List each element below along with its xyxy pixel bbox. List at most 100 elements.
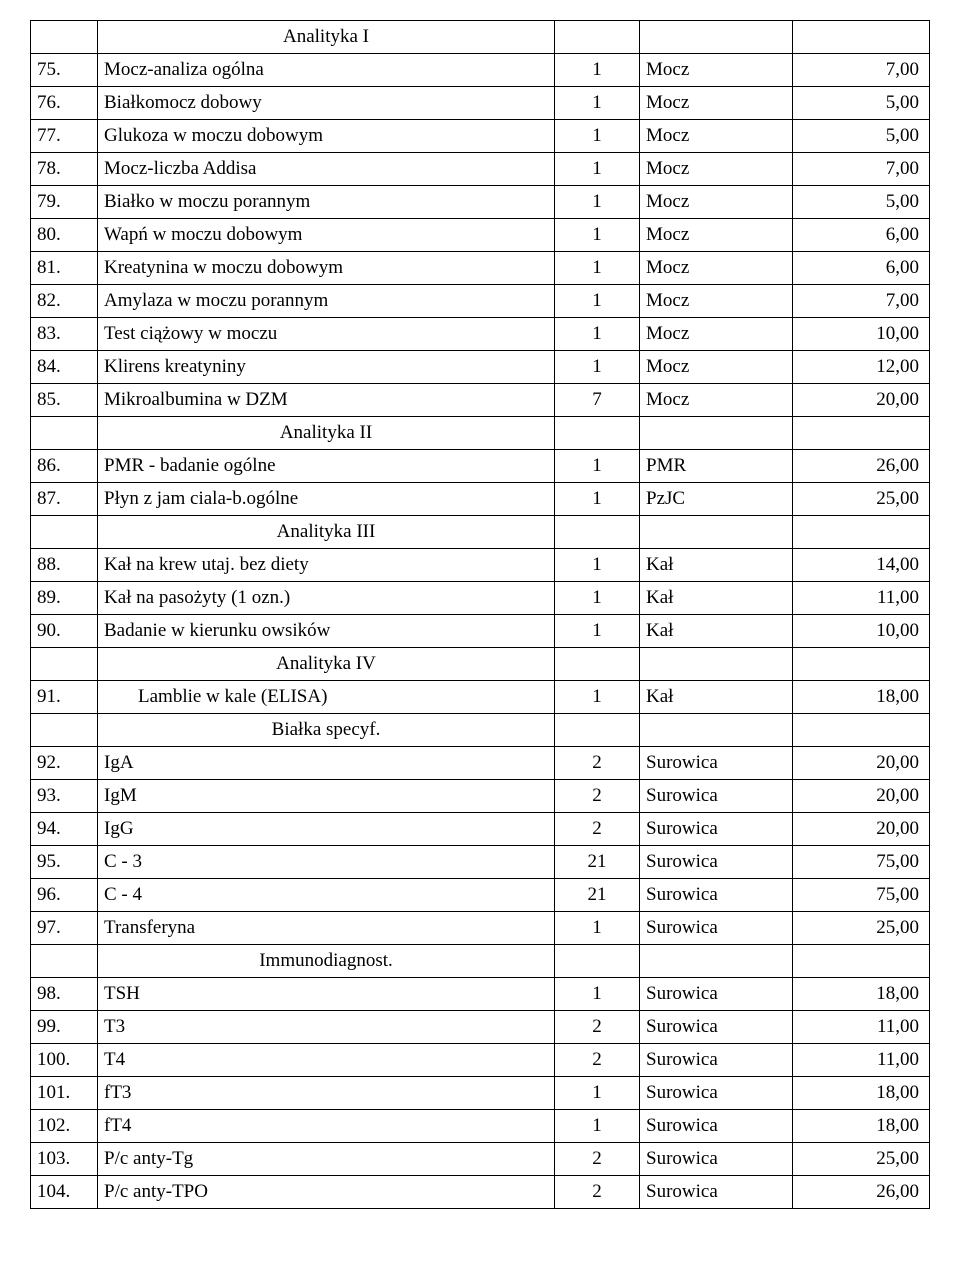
cell-name: fT3 [98,1077,555,1110]
cell-name: PMR - badanie ogólne [98,450,555,483]
cell-qty: 7 [555,384,640,417]
cell-qty: 1 [555,681,640,714]
cell-num: 90. [31,615,98,648]
table-row: 102.fT41Surowica18,00 [31,1110,930,1143]
table-row: 87.Płyn z jam ciala-b.ogólne1PzJC25,00 [31,483,930,516]
cell-price: 7,00 [793,285,930,318]
cell-name: Mocz-liczba Addisa [98,153,555,186]
cell-name: C - 4 [98,879,555,912]
cell-qty: 1 [555,87,640,120]
cell-price: 12,00 [793,351,930,384]
cell-num: 77. [31,120,98,153]
table-row: 75.Mocz-analiza ogólna1Mocz7,00 [31,54,930,87]
section-title: Białka specyf. [98,714,555,747]
table-row: 79.Białko w moczu porannym1Mocz5,00 [31,186,930,219]
cell-name: fT4 [98,1110,555,1143]
cell-num: 75. [31,54,98,87]
cell-name: Mikroalbumina w DZM [98,384,555,417]
table-row: 92.IgA2Surowica20,00 [31,747,930,780]
cell-qty: 2 [555,747,640,780]
cell-num: 92. [31,747,98,780]
cell-material: Kał [640,615,793,648]
cell-name: P/c anty-TPO [98,1176,555,1209]
cell-material: Surowica [640,879,793,912]
cell-name: Płyn z jam ciala-b.ogólne [98,483,555,516]
section-header: Analityka I [31,21,930,54]
cell-price [793,417,930,450]
table-row: 76.Białkomocz dobowy1Mocz5,00 [31,87,930,120]
cell-qty: 1 [555,978,640,1011]
cell-qty: 2 [555,1176,640,1209]
cell-qty: 2 [555,780,640,813]
cell-material: Mocz [640,186,793,219]
cell-price: 7,00 [793,153,930,186]
cell-name: Transferyna [98,912,555,945]
cell-num: 93. [31,780,98,813]
cell-price: 25,00 [793,912,930,945]
price-table: Analityka I75.Mocz-analiza ogólna1Mocz7,… [30,20,930,1209]
cell-material: Surowica [640,813,793,846]
cell-price: 20,00 [793,384,930,417]
cell-material: Surowica [640,1044,793,1077]
cell-name: Glukoza w moczu dobowym [98,120,555,153]
cell-price: 20,00 [793,780,930,813]
cell-price: 18,00 [793,681,930,714]
table-row: 97.Transferyna1Surowica25,00 [31,912,930,945]
table-row: 99.T32Surowica11,00 [31,1011,930,1044]
cell-num: 80. [31,219,98,252]
cell-material: Mocz [640,318,793,351]
cell-num: 89. [31,582,98,615]
section-title: Analityka I [98,21,555,54]
cell-num: 103. [31,1143,98,1176]
cell-num: 91. [31,681,98,714]
cell-price: 11,00 [793,1011,930,1044]
table-row: 86.PMR - badanie ogólne1PMR26,00 [31,450,930,483]
cell-price: 6,00 [793,252,930,285]
cell-material: Surowica [640,1143,793,1176]
cell-material [640,516,793,549]
cell-price: 26,00 [793,1176,930,1209]
cell-price [793,21,930,54]
cell-price: 20,00 [793,813,930,846]
section-header: Immunodiagnost. [31,945,930,978]
table-row: 90.Badanie w kierunku owsików1Kał10,00 [31,615,930,648]
table-row: 81.Kreatynina w moczu dobowym1Mocz6,00 [31,252,930,285]
cell-qty: 1 [555,219,640,252]
table-row: 104.P/c anty-TPO2Surowica26,00 [31,1176,930,1209]
cell-qty: 1 [555,483,640,516]
cell-material: Surowica [640,1077,793,1110]
cell-qty: 1 [555,549,640,582]
cell-material: Kał [640,549,793,582]
cell-num: 96. [31,879,98,912]
table-row: 82.Amylaza w moczu porannym1Mocz7,00 [31,285,930,318]
cell-name: Kał na krew utaj. bez diety [98,549,555,582]
table-row: 91.Lamblie w kale (ELISA)1Kał18,00 [31,681,930,714]
cell-qty: 1 [555,318,640,351]
cell-name: Lamblie w kale (ELISA) [98,681,555,714]
cell-material: Mocz [640,285,793,318]
cell-qty [555,21,640,54]
cell-material [640,648,793,681]
cell-price [793,714,930,747]
cell-material: PzJC [640,483,793,516]
cell-material: Surowica [640,1176,793,1209]
cell-qty: 1 [555,252,640,285]
cell-num: 95. [31,846,98,879]
table-row: 95.C - 321Surowica75,00 [31,846,930,879]
cell-material: Surowica [640,978,793,1011]
cell-material: Surowica [640,1110,793,1143]
cell-num: 83. [31,318,98,351]
cell-qty: 1 [555,153,640,186]
cell-material: Mocz [640,87,793,120]
cell-num [31,714,98,747]
cell-name: Kał na pasożyty (1 ozn.) [98,582,555,615]
cell-qty: 1 [555,1110,640,1143]
cell-num: 94. [31,813,98,846]
table-row: 83.Test ciążowy w moczu1Mocz10,00 [31,318,930,351]
table-row: 101.fT31Surowica18,00 [31,1077,930,1110]
cell-num: 82. [31,285,98,318]
cell-price: 10,00 [793,615,930,648]
cell-material: Surowica [640,780,793,813]
cell-qty: 1 [555,120,640,153]
cell-num: 78. [31,153,98,186]
